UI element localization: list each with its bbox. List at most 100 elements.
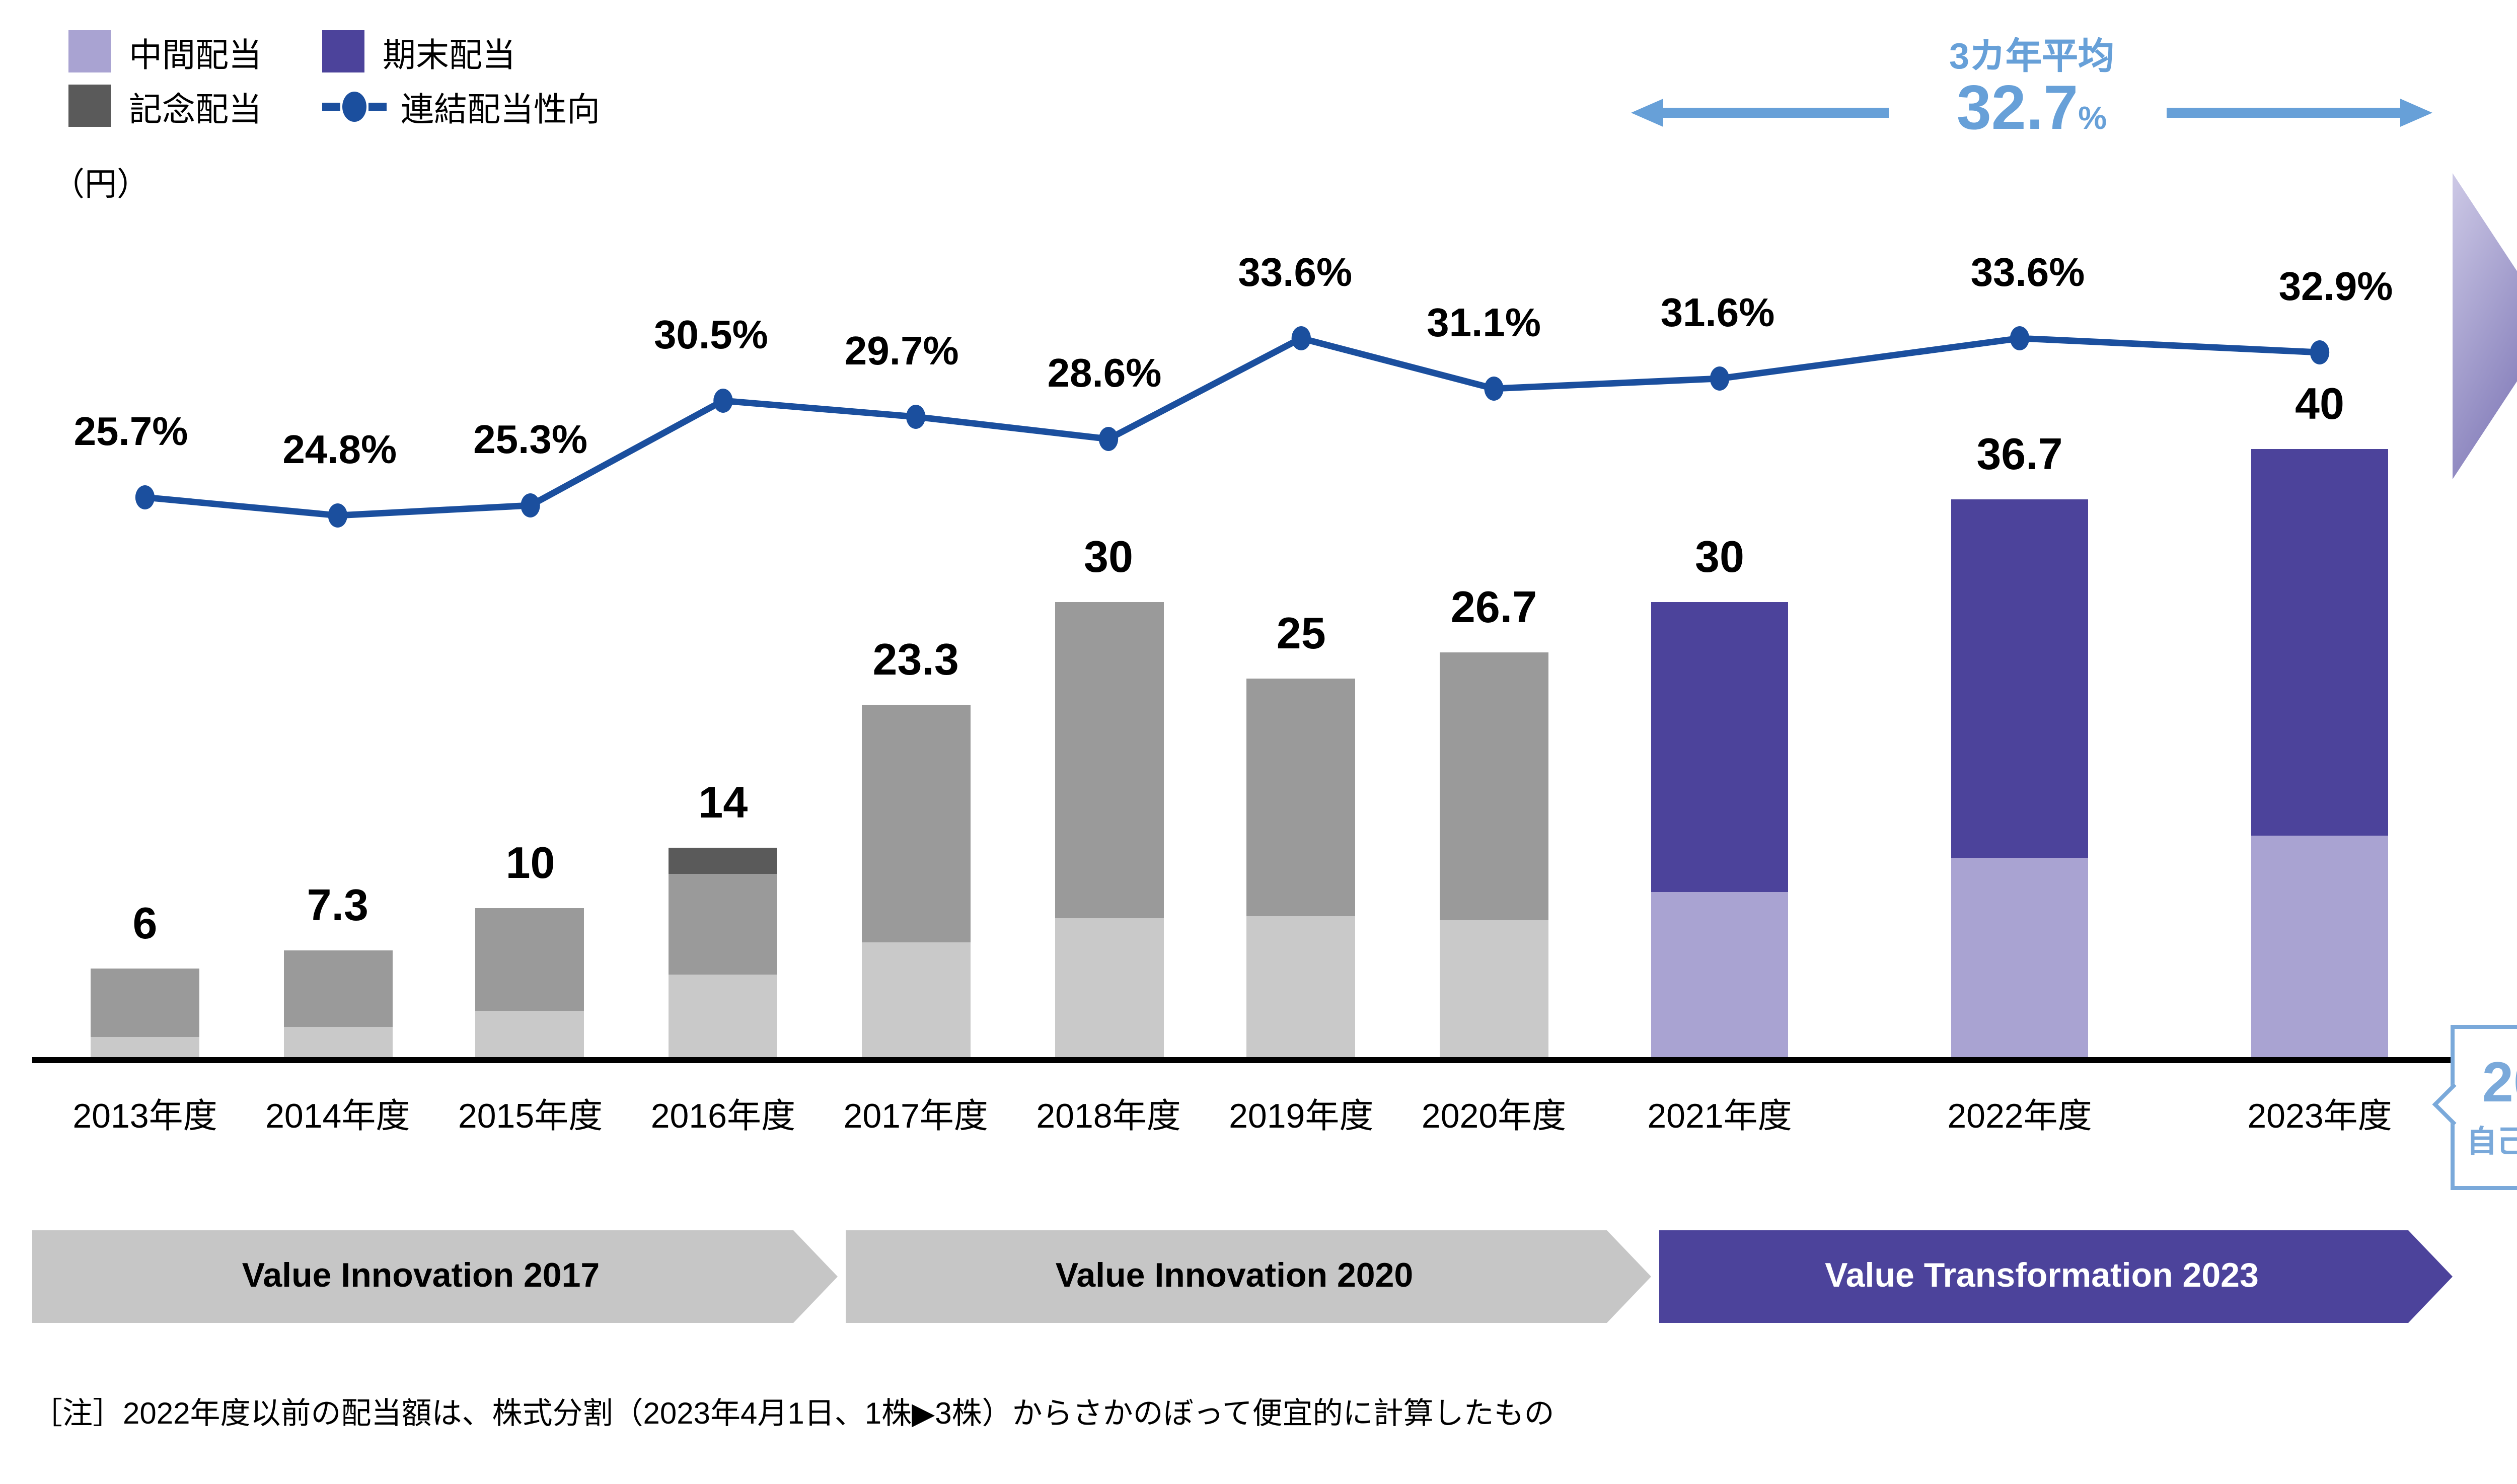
- bar-segment-interim: [1246, 916, 1356, 1061]
- legend-label-yearend-dividend: 期末配当: [383, 37, 515, 73]
- payout-ratio-point-2020年度: [1484, 377, 1504, 401]
- plan-arrow-value-innovation-2020: Value Innovation 2020: [846, 1230, 1651, 1323]
- buyback-callout: 200億円 自己株式取得: [2451, 1025, 2517, 1190]
- legend-label-commemorative-dividend: 記念配当: [129, 92, 262, 128]
- bar-segment-commemorative: [669, 847, 778, 873]
- three-year-average-value: 32.7%: [1956, 72, 2107, 143]
- x-axis-label-2023年度: 2023年度: [2247, 1097, 2392, 1136]
- bar-total-label-2015年度: 10: [505, 838, 555, 888]
- payout-ratio-point-2017年度: [906, 405, 926, 429]
- bar-segment-yearend: [669, 873, 778, 974]
- bar-total-label-2017年度: 23.3: [872, 634, 959, 685]
- bar-total-label-2014年度: 7.3: [307, 879, 368, 930]
- bar-total-label-2023年度: 40: [2295, 379, 2344, 429]
- bar-segment-yearend: [2251, 449, 2388, 837]
- payout-ratio-point-2018年度: [1098, 427, 1119, 451]
- bar-segment-yearend: [91, 969, 199, 1037]
- payout-ratio-point-2016年度: [713, 389, 733, 413]
- payout-ratio-label-2014年度: 24.8%: [282, 429, 397, 473]
- payout-ratio-label-2020年度: 31.1%: [1427, 302, 1541, 346]
- bar-total-label-2021年度: 30: [1695, 532, 1744, 582]
- payout-ratio-label-2013年度: 25.7%: [73, 411, 188, 455]
- x-axis-label-2017年度: 2017年度: [843, 1097, 988, 1136]
- payout-ratio-label-2023年度: 32.9%: [2278, 266, 2393, 310]
- bar-total-label-2022年度: 36.7: [1976, 429, 2063, 480]
- payout-ratio-point-2023年度: [2310, 340, 2330, 364]
- x-axis-label-2014年度: 2014年度: [265, 1097, 410, 1136]
- bar-segment-interim: [91, 1036, 199, 1061]
- bar-segment-interim: [1054, 919, 1163, 1061]
- payout-ratio-point-2015年度: [521, 493, 540, 517]
- payout-ratio-point-2014年度: [328, 503, 347, 528]
- bar-2020年度: [1439, 652, 1548, 1061]
- bar-total-label-2018年度: 30: [1084, 532, 1133, 582]
- x-axis-label-2016年度: 2016年度: [650, 1097, 795, 1136]
- x-axis-line: [32, 1057, 2451, 1063]
- bar-total-label-2020年度: 26.7: [1450, 582, 1537, 633]
- legend-row-1: 中間配当 期末配当: [68, 24, 600, 79]
- bar-total-label-2013年度: 6: [132, 899, 158, 949]
- bar-2014年度: [283, 949, 392, 1061]
- payout-ratio-point-2019年度: [1291, 326, 1311, 350]
- x-axis-label-2013年度: 2013年度: [72, 1097, 217, 1136]
- x-axis-label-2019年度: 2019年度: [1229, 1097, 1374, 1136]
- legend-label-payout-ratio: 連結配当性向: [401, 92, 600, 128]
- bar-2021年度: [1651, 602, 1788, 1061]
- payout-ratio-point-2021年度: [1710, 366, 1730, 391]
- payout-ratio-label-2021年度: 31.6%: [1660, 292, 1775, 336]
- right-arrow-wedge-icon: [2453, 173, 2517, 479]
- payout-ratio-label-2019年度: 33.6%: [1238, 252, 1353, 296]
- bar-2017年度: [861, 704, 971, 1061]
- plan-arrow-value-transformation-2023: Value Transformation 2023: [1659, 1230, 2453, 1323]
- bar-segment-yearend: [1054, 602, 1163, 919]
- payout-ratio-label-2018年度: 28.6%: [1047, 352, 1162, 397]
- payout-line-icon: [322, 91, 387, 121]
- bar-segment-yearend: [476, 908, 585, 1011]
- payout-ratio-point-2013年度: [135, 485, 155, 509]
- plan-arrow-label: Value Innovation 2020: [1055, 1256, 1414, 1295]
- payout-ratio-label-2017年度: 29.7%: [844, 330, 959, 375]
- legend-swatch-interim-dividend: [68, 30, 111, 72]
- double-headed-arrow-icon: [1631, 99, 2432, 127]
- bar-total-label-2016年度: 14: [698, 776, 748, 827]
- bar-segment-yearend: [1246, 679, 1356, 916]
- footnote: ［注］2022年度以前の配当額は、株式分割（2023年4月1日、1株▶3株）から…: [32, 1397, 1554, 1432]
- legend: 中間配当 期末配当 記念配当 連結配当性向 （円）: [52, 24, 600, 205]
- legend-swatch-yearend-dividend: [322, 30, 364, 72]
- x-axis-label-2021年度: 2021年度: [1647, 1097, 1792, 1136]
- three-year-average-label: 3カ年平均: [1949, 36, 2114, 77]
- legend-label-interim-dividend: 中間配当: [129, 37, 262, 73]
- legend-swatch-commemorative-dividend: [68, 85, 111, 127]
- bar-segment-interim: [669, 974, 778, 1061]
- x-axis-label-2015年度: 2015年度: [458, 1097, 603, 1136]
- buyback-amount: 200億円: [2482, 1052, 2517, 1115]
- bar-2016年度: [669, 847, 778, 1061]
- bar-segment-yearend: [1439, 652, 1548, 921]
- three-year-average-annotation: 3カ年平均 32.7%: [1631, 24, 2432, 197]
- bar-segment-yearend: [861, 704, 971, 942]
- y-axis-unit-label: （円）: [52, 169, 150, 203]
- bar-segment-yearend: [1951, 499, 2088, 858]
- bar-segment-yearend: [1651, 602, 1788, 893]
- payout-ratio-point-2022年度: [2010, 326, 2030, 350]
- x-axis-label-2020年度: 2020年度: [1421, 1097, 1567, 1136]
- bar-segment-interim: [2251, 836, 2388, 1061]
- payout-ratio-label-2022年度: 33.6%: [1970, 252, 2085, 296]
- plan-arrow-value-innovation-2017: Value Innovation 2017: [32, 1230, 838, 1323]
- payout-ratio-label-2015年度: 25.3%: [473, 419, 587, 463]
- bar-segment-interim: [1439, 920, 1548, 1061]
- plan-arrow-label: Value Transformation 2023: [1825, 1256, 2259, 1295]
- bar-segment-interim: [1951, 857, 2088, 1061]
- bar-2018年度: [1054, 602, 1163, 1061]
- bar-segment-interim: [1651, 893, 1788, 1061]
- buyback-label: 自己株式取得: [2466, 1125, 2517, 1159]
- bar-2023年度: [2251, 449, 2388, 1061]
- plan-arrow-label: Value Innovation 2017: [242, 1256, 600, 1295]
- legend-row-2: 記念配当 連結配当性向: [68, 79, 600, 133]
- bar-2022年度: [1951, 499, 2088, 1061]
- bar-2015年度: [476, 908, 585, 1061]
- bar-segment-interim: [476, 1010, 585, 1061]
- bar-2013年度: [91, 969, 199, 1061]
